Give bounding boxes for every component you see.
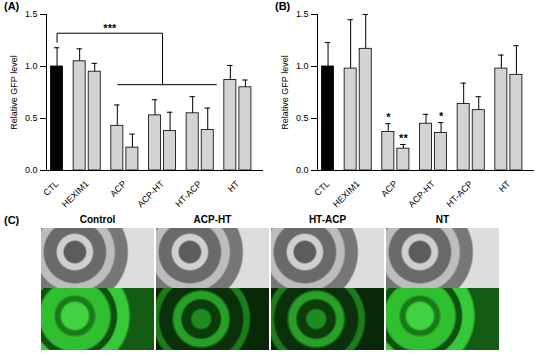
svg-text:ACP: ACP: [379, 179, 399, 199]
svg-text:1.0: 1.0: [296, 61, 309, 71]
svg-text:*: *: [386, 111, 391, 123]
svg-text:ACP: ACP: [108, 179, 128, 199]
svg-text:1.5: 1.5: [296, 9, 309, 19]
svg-text:HT-ACP: HT-ACP: [173, 179, 203, 209]
svg-text:Relative GFP level: Relative GFP level: [280, 55, 290, 129]
svg-text:**: **: [399, 132, 408, 144]
svg-text:*: *: [439, 110, 444, 122]
html-text:Control: Control: [79, 214, 116, 225]
html-text:(B): (B): [275, 0, 291, 12]
svg-text:HEXIM1: HEXIM1: [331, 179, 362, 210]
svg-text:ACP-HT: ACP-HT: [406, 178, 437, 209]
html-text:(A): (A): [4, 0, 20, 12]
html-text:(C): (C): [4, 214, 20, 226]
svg-text:HEXIM1: HEXIM1: [60, 179, 91, 210]
html-text:NT: NT: [435, 214, 450, 225]
svg-text:ACP-HT: ACP-HT: [135, 178, 166, 209]
svg-text:***: ***: [103, 22, 117, 34]
svg-text:0.0: 0.0: [25, 165, 38, 175]
svg-text:Relative GFP level: Relative GFP level: [9, 55, 19, 129]
svg-text:CTL: CTL: [312, 179, 331, 198]
svg-text:0.5: 0.5: [296, 113, 309, 123]
svg-text:1.5: 1.5: [25, 9, 38, 19]
svg-text:HT-ACP: HT-ACP: [444, 179, 474, 209]
svg-text:HT: HT: [226, 178, 242, 194]
svg-text:HT: HT: [497, 178, 513, 194]
svg-text:0.5: 0.5: [25, 113, 38, 123]
svg-text:0.0: 0.0: [296, 165, 309, 175]
svg-text:CTL: CTL: [41, 179, 60, 198]
html-text:HT-ACP: HT-ACP: [308, 214, 347, 225]
svg-text:1.0: 1.0: [25, 61, 38, 71]
html-text:ACP-HT: ACP-HT: [193, 214, 232, 225]
